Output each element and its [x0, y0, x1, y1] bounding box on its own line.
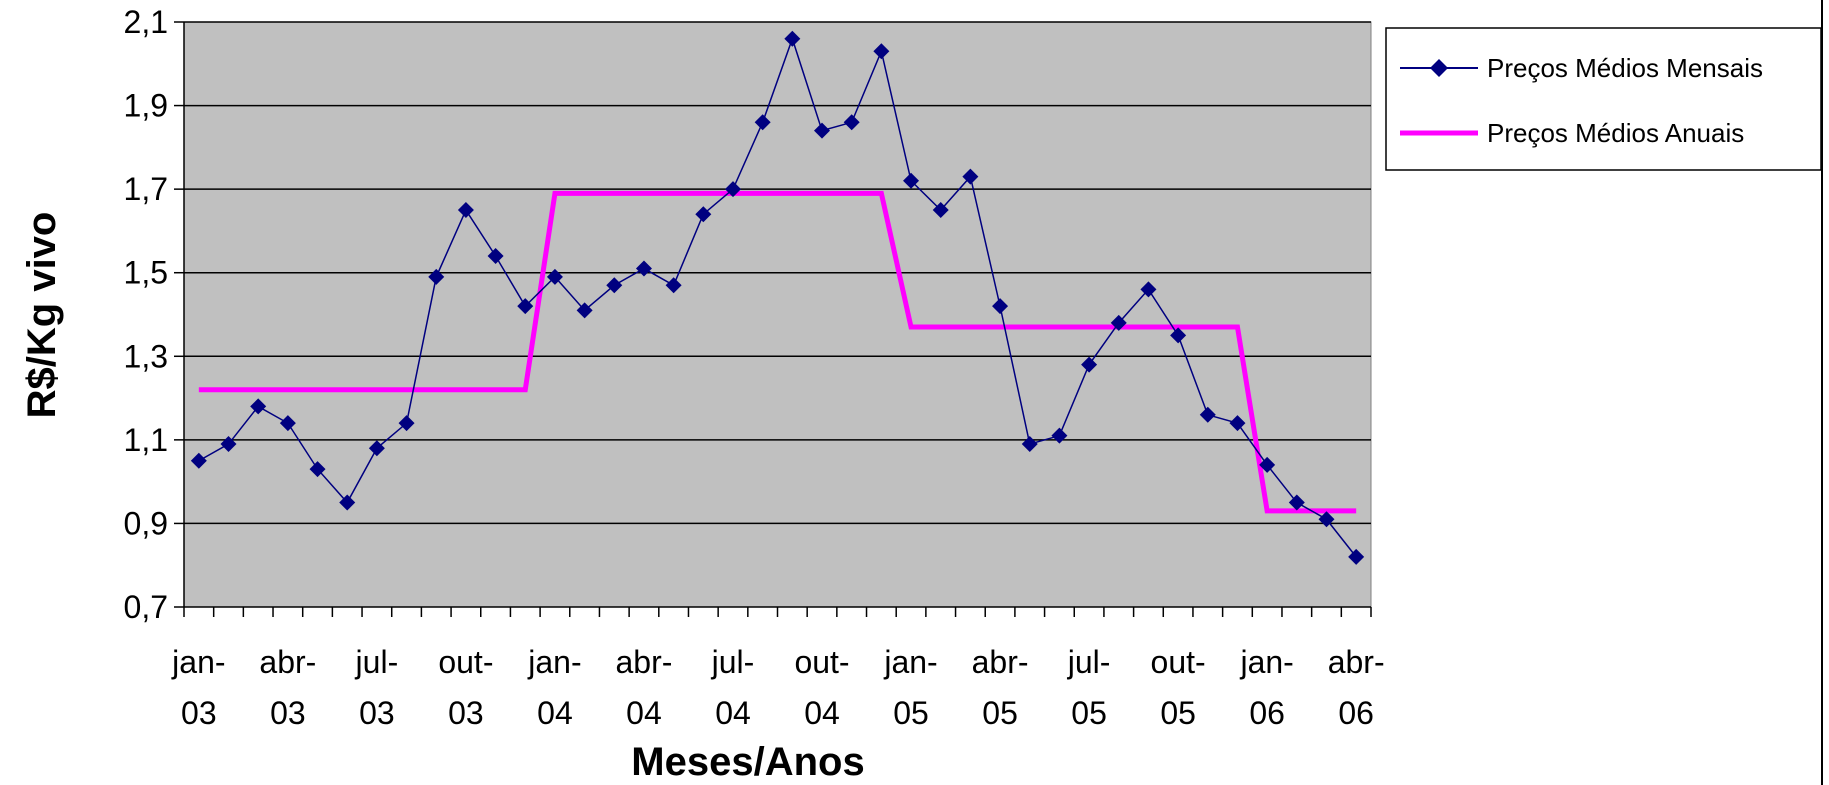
- y-tick-label: 1,7: [124, 171, 168, 207]
- data-point-monthly: [1348, 548, 1365, 565]
- data-point-monthly: [487, 248, 504, 264]
- data-point-monthly: [992, 298, 1009, 315]
- data-point-monthly: [695, 206, 712, 223]
- data-point-monthly: [279, 415, 296, 432]
- y-tick-label: 0,7: [124, 589, 168, 625]
- x-tick-label: 03: [448, 695, 484, 731]
- data-point-monthly: [457, 202, 474, 219]
- legend-box: [1385, 27, 1822, 171]
- x-tick-label: jan-: [1239, 644, 1293, 680]
- x-tick-label: 05: [1071, 695, 1107, 731]
- y-tick-label: 1,1: [124, 422, 168, 458]
- data-point-monthly: [1140, 281, 1157, 298]
- x-tick-label: 05: [893, 695, 929, 731]
- x-tick-label: abr-: [259, 644, 316, 680]
- x-tick-label: 04: [626, 695, 662, 731]
- legend-label-annual: Preços Médios Anuais: [1487, 118, 1744, 148]
- x-tick-label: 06: [1249, 695, 1285, 731]
- legend: Preços Médios Mensais Preços Médios Anua…: [1385, 27, 1822, 171]
- data-point-monthly: [665, 277, 682, 294]
- x-axis-ticks: jan- 03 abr- 03 jul- 03 out- 03 jan- 04 abr- 04 jul-…: [171, 607, 1385, 731]
- x-tick-label: 03: [270, 695, 306, 731]
- data-point-monthly: [339, 494, 356, 511]
- x-tick-label: 05: [982, 695, 1018, 731]
- x-tick-label: 03: [181, 695, 217, 731]
- data-point-monthly: [1259, 456, 1276, 473]
- y-tick-label: 2,1: [124, 4, 168, 40]
- x-tick-label: 05: [1160, 695, 1196, 731]
- x-tick-label: abr-: [616, 644, 673, 680]
- y-tick-label: 1,3: [124, 338, 168, 374]
- x-tick-label: 03: [359, 695, 395, 731]
- x-tick-label: jul-: [711, 644, 755, 680]
- data-point-monthly: [1318, 511, 1335, 528]
- gridlines: [184, 21, 1371, 525]
- data-point-monthly: [250, 398, 267, 415]
- x-tick-label: out-: [794, 644, 849, 680]
- data-point-monthly: [962, 168, 979, 185]
- plot-area-background: [183, 21, 1372, 608]
- data-point-monthly: [428, 268, 445, 285]
- y-tick-label: 1,5: [124, 255, 168, 291]
- x-tick-label: jan-: [171, 644, 225, 680]
- data-point-monthly: [1051, 427, 1068, 444]
- x-tick-label: 06: [1338, 695, 1374, 731]
- data-point-monthly: [220, 436, 237, 453]
- x-tick-label: 04: [804, 695, 840, 731]
- data-point-monthly: [1110, 314, 1127, 331]
- data-point-monthly: [784, 30, 801, 47]
- data-point-monthly: [606, 277, 623, 294]
- x-tick-label: abr-: [1328, 644, 1385, 680]
- x-tick-label: jan-: [527, 644, 581, 680]
- data-point-monthly: [517, 298, 534, 315]
- data-point-monthly: [309, 461, 326, 478]
- y-tick-label: 1,9: [124, 88, 168, 124]
- data-point-monthly: [368, 440, 385, 457]
- data-point-monthly: [1199, 406, 1216, 423]
- x-tick-label: abr-: [972, 644, 1029, 680]
- y-tick-label: 0,9: [124, 505, 168, 541]
- data-point-monthly: [873, 43, 890, 60]
- x-tick-label: out-: [1151, 644, 1206, 680]
- x-tick-label: jul-: [1067, 644, 1111, 680]
- data-point-monthly: [1170, 327, 1187, 344]
- x-tick-label: out-: [438, 644, 493, 680]
- data-point-monthly: [398, 415, 415, 432]
- series-line-annual: [198, 190, 1357, 514]
- legend-label-monthly: Preços Médios Mensais: [1487, 53, 1763, 83]
- data-point-monthly: [814, 122, 831, 139]
- data-point-monthly: [903, 172, 920, 189]
- data-point-monthly: [1081, 356, 1098, 373]
- data-point-monthly: [932, 202, 949, 219]
- x-tick-label: jul-: [355, 644, 399, 680]
- data-point-monthly: [843, 114, 860, 131]
- x-tick-label: 04: [537, 695, 573, 731]
- y-axis-ticks: 0,7 0,9 1,1 1,3 1,5 1,7 1,9 2,1: [124, 4, 184, 625]
- data-point-monthly: [190, 452, 207, 469]
- y-axis-title: R$/Kg vivo: [20, 212, 64, 419]
- data-point-monthly: [1229, 415, 1246, 432]
- data-point-monthly: [754, 114, 771, 131]
- data-point-monthly: [546, 268, 563, 285]
- series-line-monthly: [198, 36, 1357, 558]
- series-layer: [190, 30, 1365, 565]
- x-axis-title: Meses/Anos: [631, 740, 864, 784]
- data-point-monthly: [724, 181, 741, 198]
- data-point-monthly: [1021, 436, 1038, 453]
- x-tick-label: jan-: [883, 644, 937, 680]
- legend-marker-monthly: [1430, 59, 1448, 77]
- data-point-monthly: [635, 260, 652, 277]
- data-point-monthly: [1288, 494, 1305, 511]
- data-point-monthly: [576, 302, 593, 319]
- x-tick-label: 04: [715, 695, 751, 731]
